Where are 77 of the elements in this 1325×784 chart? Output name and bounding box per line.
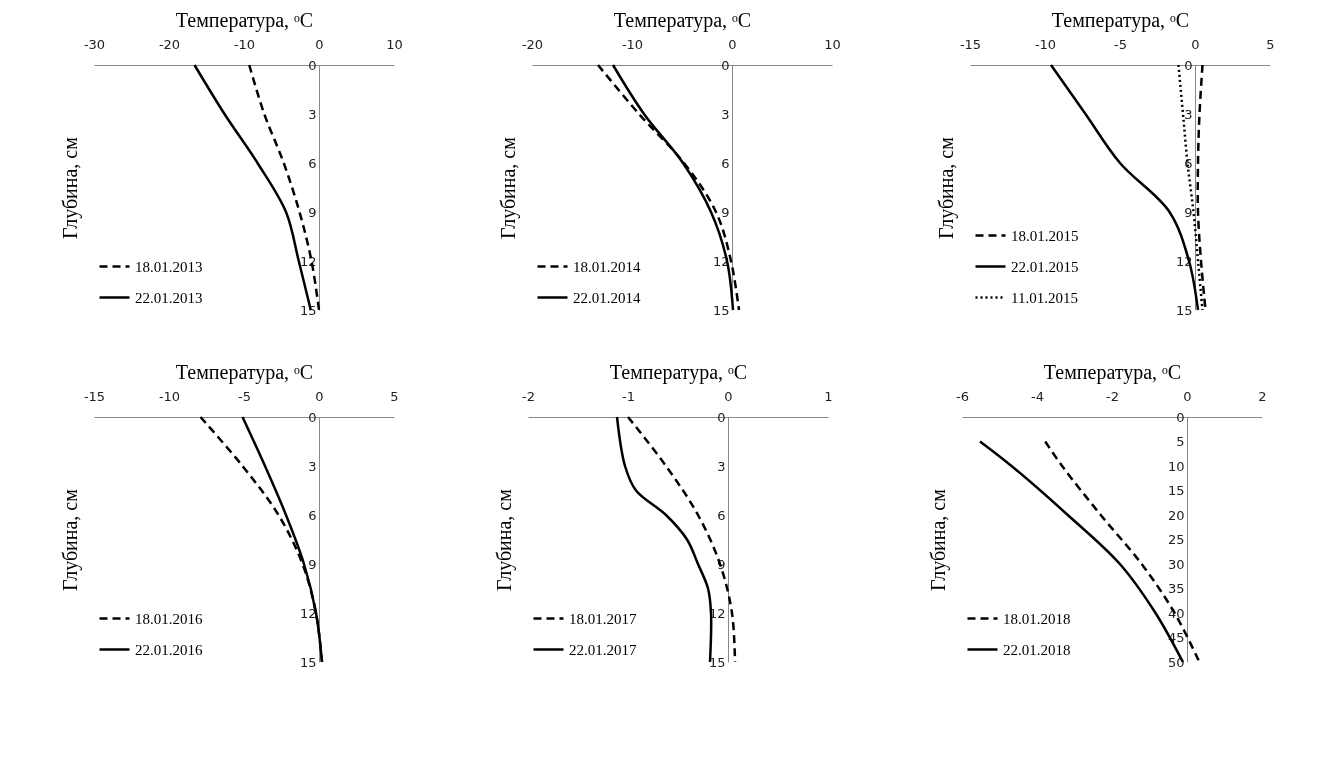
- y-tick-label: 15: [1175, 302, 1193, 318]
- legend-label: 22.01.2015: [1011, 258, 1079, 275]
- legend-label: 22.01.2013: [135, 289, 203, 306]
- x-tick-label: -6: [956, 388, 969, 404]
- x-tick-label: -2: [522, 388, 535, 404]
- x-tick-label: -30: [83, 36, 106, 52]
- legend-label: 18.01.2015: [1011, 227, 1079, 244]
- x-axis-title: Температура, ᵒC: [1051, 8, 1190, 32]
- y-tick-label: 9: [308, 556, 317, 572]
- y-axis-title: Глубина, см: [926, 488, 950, 591]
- y-tick-label: 0: [308, 409, 317, 425]
- y-tick-label: 5: [1176, 434, 1185, 449]
- x-tick-label: -5: [1114, 36, 1127, 52]
- y-tick-label: 15: [708, 654, 726, 670]
- y-axis-title: Глубина, см: [58, 488, 82, 591]
- y-tick-label: 10: [1167, 458, 1185, 474]
- y-tick-label: 9: [308, 204, 317, 220]
- y-tick-label: 30: [1167, 556, 1185, 572]
- x-axis-title: Температура, ᵒC: [175, 8, 314, 32]
- legend-label: 18.01.2013: [135, 258, 203, 275]
- legend-label: 18.01.2014: [573, 258, 641, 275]
- x-tick-label: -4: [1031, 388, 1044, 404]
- x-tick-label: -20: [521, 36, 544, 52]
- y-tick-label: 0: [717, 409, 726, 425]
- y-tick-label: 15: [299, 654, 317, 670]
- x-tick-label: -5: [238, 388, 251, 404]
- y-tick-label: 25: [1167, 532, 1185, 547]
- legend-label: 18.01.2017: [569, 610, 637, 627]
- x-tick-label: 10: [386, 36, 403, 52]
- y-tick-label: 6: [721, 155, 730, 171]
- x-tick-label: -20: [158, 36, 181, 52]
- y-tick-label: 0: [308, 57, 317, 73]
- legend-label: 11.01.2015: [1011, 289, 1078, 306]
- y-axis-title: Глубина, см: [492, 488, 516, 591]
- x-tick-label: 10: [824, 36, 841, 52]
- legend-label: 22.01.2016: [135, 641, 203, 658]
- x-tick-label: -2: [1106, 388, 1119, 404]
- y-tick-label: 9: [1184, 204, 1193, 220]
- legend-label: 18.01.2018: [1003, 610, 1071, 627]
- x-tick-label: -10: [233, 36, 256, 52]
- x-tick-label: -15: [959, 36, 982, 52]
- y-tick-label: 3: [308, 106, 317, 122]
- y-tick-label: 15: [1167, 483, 1185, 498]
- legend-label: 22.01.2017: [569, 641, 637, 658]
- y-axis-title: Глубина, см: [58, 136, 82, 239]
- x-tick-label: -10: [158, 388, 181, 404]
- x-axis-title: Температура, ᵒC: [609, 360, 748, 384]
- x-tick-label: -10: [621, 36, 644, 52]
- x-tick-label: 5: [1266, 36, 1275, 52]
- x-axis-title: Температура, ᵒC: [175, 360, 314, 384]
- y-tick-label: 0: [721, 57, 730, 73]
- x-tick-label: -10: [1034, 36, 1057, 52]
- y-tick-label: 0: [1184, 57, 1193, 73]
- y-axis-title: Глубина, см: [934, 136, 958, 239]
- legend-label: 22.01.2014: [573, 289, 641, 306]
- y-tick-label: 35: [1167, 581, 1185, 596]
- x-tick-label: -1: [622, 388, 635, 404]
- y-tick-label: 6: [308, 507, 317, 523]
- y-tick-label: 9: [721, 204, 730, 220]
- x-tick-label: -15: [83, 388, 106, 404]
- y-tick-label: 6: [308, 155, 317, 171]
- y-axis-title: Глубина, см: [496, 136, 520, 239]
- x-tick-label: 2: [1258, 388, 1267, 404]
- y-tick-label: 3: [717, 458, 726, 474]
- y-tick-label: 3: [1184, 106, 1193, 122]
- y-tick-label: 3: [721, 106, 730, 122]
- x-tick-label: 1: [824, 388, 833, 404]
- y-tick-label: 3: [308, 458, 317, 474]
- legend-label: 18.01.2016: [135, 610, 203, 627]
- y-tick-label: 20: [1167, 507, 1185, 523]
- legend-label: 22.01.2018: [1003, 641, 1071, 658]
- y-tick-label: 0: [1176, 409, 1185, 425]
- y-tick-label: 6: [717, 507, 726, 523]
- x-axis-title: Температура, ᵒC: [1043, 360, 1182, 384]
- y-tick-label: 15: [712, 302, 730, 318]
- x-axis-title: Температура, ᵒC: [613, 8, 752, 32]
- x-tick-label: 5: [390, 388, 399, 404]
